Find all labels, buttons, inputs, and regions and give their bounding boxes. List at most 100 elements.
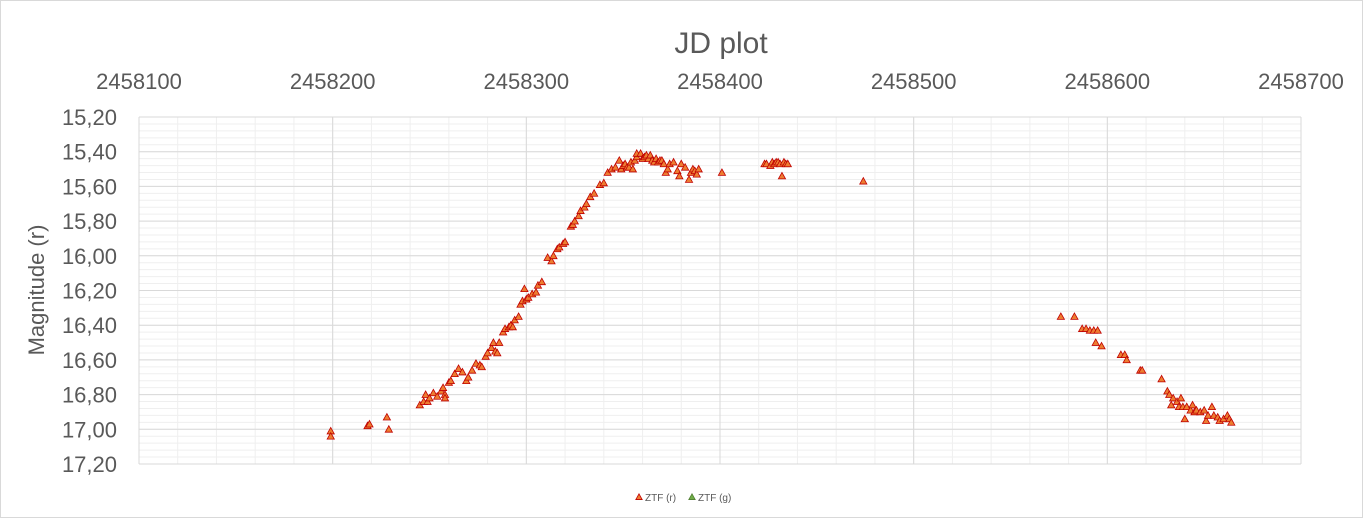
data-point xyxy=(450,369,459,378)
data-point xyxy=(1176,393,1186,402)
x-tick-label: 2458500 xyxy=(871,69,957,94)
y-tick-label: 16,20 xyxy=(62,279,117,304)
data-point xyxy=(508,322,518,331)
data-point xyxy=(611,162,620,171)
x-tick-label: 2458700 xyxy=(1258,69,1344,94)
data-point xyxy=(1199,405,1209,414)
x-tick-label: 2458200 xyxy=(290,69,376,94)
data-point xyxy=(514,312,523,320)
data-points xyxy=(326,149,1236,440)
major-gridlines xyxy=(138,116,1302,465)
y-tick-label: 16,40 xyxy=(62,313,117,338)
data-point xyxy=(1165,390,1174,398)
data-point xyxy=(446,376,456,385)
data-point xyxy=(384,424,394,433)
data-point xyxy=(477,362,487,371)
data-point xyxy=(783,159,793,168)
y-axis-tick-labels: 15,20 15,40 15,60 15,80 16,00 16,20 16,40 16,60… xyxy=(62,105,117,477)
y-tick-label: 16,80 xyxy=(62,383,117,408)
data-point xyxy=(680,162,690,171)
data-point xyxy=(438,383,448,391)
data-point xyxy=(615,155,624,164)
data-point xyxy=(483,348,492,357)
data-point xyxy=(421,390,430,398)
data-point xyxy=(549,251,558,260)
data-point xyxy=(365,419,374,428)
y-tick-label: 16,60 xyxy=(62,348,117,373)
chart-title: JD plot xyxy=(674,27,768,60)
legend-marker xyxy=(635,492,643,500)
data-point xyxy=(1180,414,1190,423)
data-point xyxy=(1227,417,1236,426)
data-point xyxy=(1137,365,1147,374)
data-point xyxy=(467,365,477,374)
data-point xyxy=(663,164,672,173)
data-point xyxy=(628,164,638,173)
data-point xyxy=(454,364,463,372)
data-point xyxy=(1093,325,1102,334)
data-point xyxy=(1056,312,1066,320)
legend-marker xyxy=(688,492,696,500)
x-axis-tick-labels: 2458100 2458200 2458300 2458400 2458500 24586… xyxy=(96,69,1344,94)
data-point xyxy=(531,287,541,296)
data-point xyxy=(777,171,787,180)
data-point xyxy=(489,338,498,346)
data-point xyxy=(1207,402,1217,411)
x-tick-label: 2458400 xyxy=(677,69,763,94)
data-point xyxy=(1157,374,1166,383)
y-tick-label: 17,20 xyxy=(62,452,117,477)
data-point xyxy=(570,216,580,225)
y-tick-label: 17,00 xyxy=(62,417,117,442)
legend-entry: ZTF (r) xyxy=(645,493,676,504)
data-point xyxy=(487,343,496,352)
data-point xyxy=(1097,341,1106,350)
data-point xyxy=(859,176,868,185)
y-tick-label: 15,60 xyxy=(62,174,117,199)
data-point xyxy=(463,372,473,381)
data-point xyxy=(520,284,529,293)
y-tick-label: 15,40 xyxy=(62,140,117,165)
data-point xyxy=(717,168,727,176)
data-point xyxy=(440,393,450,402)
data-point xyxy=(659,159,669,168)
data-point xyxy=(382,412,392,421)
y-tick-label: 16,00 xyxy=(62,244,117,269)
data-point xyxy=(1203,410,1213,419)
data-point xyxy=(493,348,502,357)
data-point xyxy=(574,211,583,220)
legend-entry: ZTF (g) xyxy=(698,493,731,504)
data-point xyxy=(1070,312,1079,320)
data-point xyxy=(675,171,684,180)
data-point xyxy=(589,188,599,197)
data-point xyxy=(458,367,467,376)
data-point xyxy=(537,277,547,286)
data-point xyxy=(669,157,678,166)
data-point xyxy=(560,237,570,246)
data-point xyxy=(1201,416,1211,424)
data-point xyxy=(432,391,442,400)
y-axis-label: Magnitude (r) xyxy=(24,225,49,356)
x-tick-label: 2458600 xyxy=(1065,69,1151,94)
x-tick-label: 2458300 xyxy=(484,69,570,94)
data-point xyxy=(1168,393,1178,402)
data-point xyxy=(429,388,438,397)
data-point xyxy=(676,159,686,168)
data-point xyxy=(425,393,434,402)
data-point xyxy=(1188,400,1197,409)
x-tick-label: 2458100 xyxy=(96,69,182,94)
data-point xyxy=(1122,355,1131,364)
y-tick-label: 15,20 xyxy=(62,105,117,130)
data-point xyxy=(599,178,609,187)
data-point xyxy=(547,256,556,265)
data-point xyxy=(582,199,591,208)
legend[interactable]: ZTF (r) ZTF (g) xyxy=(635,492,732,504)
data-point xyxy=(494,338,504,346)
data-point xyxy=(694,164,703,173)
data-point xyxy=(684,175,694,183)
data-point xyxy=(1091,338,1100,346)
data-point xyxy=(326,431,336,440)
data-point xyxy=(692,169,702,178)
y-tick-label: 15,80 xyxy=(62,209,117,234)
